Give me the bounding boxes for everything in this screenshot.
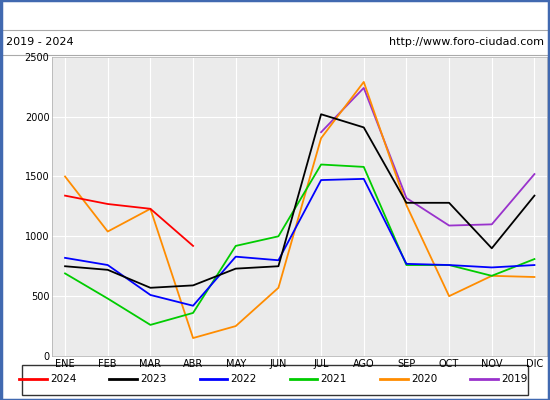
Text: 2019 - 2024: 2019 - 2024 <box>6 37 73 47</box>
Text: 2023: 2023 <box>140 374 167 384</box>
Text: 2024: 2024 <box>50 374 76 384</box>
FancyBboxPatch shape <box>22 364 528 395</box>
Text: Evolucion Nº Turistas Nacionales en el municipio de La Pobla de Segur: Evolucion Nº Turistas Nacionales en el m… <box>41 8 509 22</box>
Text: 2019: 2019 <box>501 374 527 384</box>
Text: 2021: 2021 <box>321 374 347 384</box>
Text: http://www.foro-ciudad.com: http://www.foro-ciudad.com <box>389 37 544 47</box>
Text: 2022: 2022 <box>230 374 257 384</box>
Text: 2020: 2020 <box>411 374 437 384</box>
